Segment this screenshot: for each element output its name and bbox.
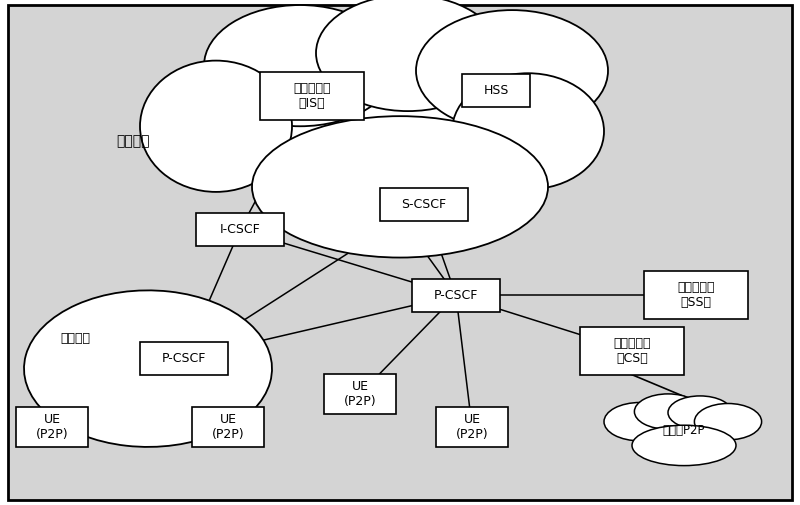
Ellipse shape <box>604 402 676 441</box>
FancyBboxPatch shape <box>412 279 500 312</box>
Ellipse shape <box>252 116 548 258</box>
Ellipse shape <box>694 403 762 440</box>
FancyBboxPatch shape <box>580 327 684 375</box>
Text: 访问网络: 访问网络 <box>60 332 90 345</box>
Ellipse shape <box>416 10 608 131</box>
Text: S-CSCF: S-CSCF <box>402 198 446 211</box>
FancyBboxPatch shape <box>192 407 264 447</box>
Ellipse shape <box>204 5 396 126</box>
Text: UE
(P2P): UE (P2P) <box>456 413 488 441</box>
Text: 缓存服务器
（CS）: 缓存服务器 （CS） <box>614 337 650 365</box>
Text: 归属网络: 归属网络 <box>116 134 150 148</box>
Ellipse shape <box>276 35 524 227</box>
Ellipse shape <box>632 425 736 466</box>
FancyBboxPatch shape <box>644 272 748 320</box>
Text: P-CSCF: P-CSCF <box>434 289 478 302</box>
Ellipse shape <box>140 61 292 192</box>
FancyBboxPatch shape <box>16 407 88 447</box>
Ellipse shape <box>316 0 500 111</box>
Ellipse shape <box>668 396 732 429</box>
FancyBboxPatch shape <box>196 213 284 246</box>
FancyBboxPatch shape <box>140 342 228 375</box>
FancyBboxPatch shape <box>324 374 396 414</box>
Text: UE
(P2P): UE (P2P) <box>212 413 244 441</box>
Text: UE
(P2P): UE (P2P) <box>36 413 68 441</box>
FancyBboxPatch shape <box>380 188 468 221</box>
Ellipse shape <box>636 408 732 450</box>
FancyBboxPatch shape <box>8 5 792 500</box>
FancyBboxPatch shape <box>462 74 530 108</box>
Text: HSS: HSS <box>483 84 509 97</box>
Ellipse shape <box>634 394 702 429</box>
Text: I-CSCF: I-CSCF <box>220 223 260 236</box>
FancyBboxPatch shape <box>260 72 364 120</box>
Ellipse shape <box>452 73 604 189</box>
Text: P-CSCF: P-CSCF <box>162 352 206 365</box>
Text: 互联网P2P: 互联网P2P <box>662 424 706 437</box>
Text: UE
(P2P): UE (P2P) <box>344 380 376 408</box>
Text: 索引服务器
（IS）: 索引服务器 （IS） <box>294 82 330 110</box>
Ellipse shape <box>24 290 272 447</box>
Text: 定制服务器
（SS）: 定制服务器 （SS） <box>678 281 714 310</box>
FancyBboxPatch shape <box>436 407 508 447</box>
